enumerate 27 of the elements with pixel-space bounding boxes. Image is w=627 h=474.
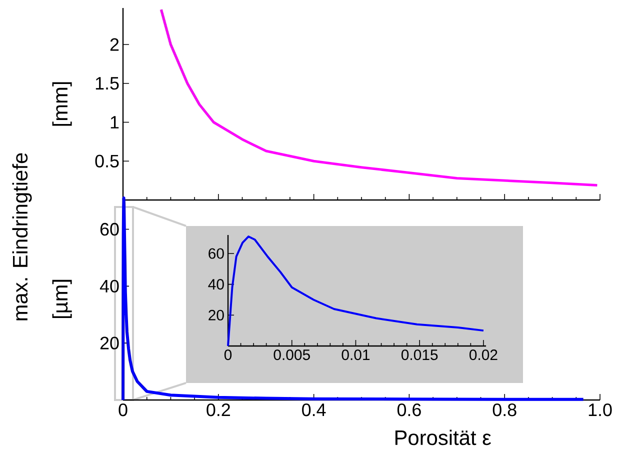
y-tick-label: 20 (208, 310, 224, 320)
x-tick-label: 0.8 (492, 403, 516, 416)
y-tick-label: 20 (100, 336, 119, 350)
x-tick-label: 0.015 (401, 350, 438, 360)
x-tick-label: 0 (224, 350, 232, 360)
x-tick-label: 1.0 (588, 403, 612, 416)
x-tick-label: 0 (118, 403, 128, 416)
line-series (227, 236, 484, 347)
x-tick-label: 0.02 (469, 350, 498, 360)
y-tick-label: 0.5 (95, 154, 119, 168)
y-axis-title: [µm] (52, 280, 72, 318)
x-tick-label: 0.2 (206, 403, 230, 416)
text: max. Eindringtiefe (12, 153, 32, 320)
x-tick-label: 0.01 (342, 350, 370, 360)
x-axis-title: Porosität ε (395, 430, 492, 446)
y-tick-label: 40 (208, 279, 224, 290)
y-axis-title: [mm] (52, 82, 72, 126)
y-tick-label: 40 (100, 280, 119, 293)
y-tick-label: 1.5 (96, 77, 119, 90)
y-tick-label: 1 (110, 116, 119, 128)
y-tick-label: 60 (208, 248, 224, 259)
y-tick-label: 60 (100, 222, 119, 236)
line-series (122, 196, 585, 402)
x-tick-label: 0.005 (274, 350, 310, 360)
x-tick-label: 0.4 (302, 403, 326, 416)
y-tick-label: 2 (110, 38, 119, 51)
x-tick-label: 0.6 (397, 403, 421, 416)
